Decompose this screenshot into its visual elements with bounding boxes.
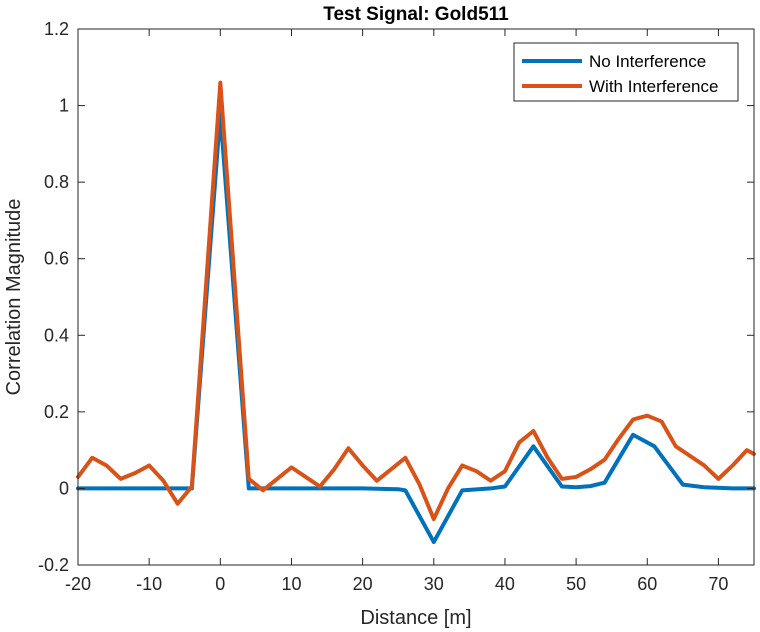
- ticks-layer: -20 -10 0 10 20 30 40 50 60 70 -0.2 0 0.2 0.4 0.6 0.8 1 1…: [38, 19, 754, 594]
- x-tick-label: 50: [566, 574, 586, 594]
- legend-label-no-interference: No Interference: [589, 52, 706, 71]
- x-tick-label: -20: [65, 574, 91, 594]
- x-tick-label: 0: [215, 574, 225, 594]
- x-tick-label: 30: [424, 574, 444, 594]
- x-tick-label: 60: [637, 574, 657, 594]
- y-tick-label: 0.2: [44, 402, 69, 422]
- plot-area: [78, 29, 754, 565]
- y-tick-label: 0.6: [44, 249, 69, 269]
- legend: No Interference With Interference: [513, 42, 739, 102]
- y-tick-label: 0.4: [44, 325, 69, 345]
- chart-title: Test Signal: Gold511: [323, 4, 509, 25]
- y-tick-label: 0: [59, 478, 69, 498]
- legend-box: [513, 42, 739, 102]
- x-tick-label: -10: [136, 574, 162, 594]
- series-layer: [76, 80, 756, 545]
- x-tick-label: 10: [281, 574, 301, 594]
- series-line-no-interference: [76, 111, 756, 545]
- y-tick-label: 1: [59, 96, 69, 116]
- y-axis-title: Correlation Magnitude: [3, 199, 25, 396]
- y-tick-label: -0.2: [38, 555, 69, 575]
- legend-label-with-interference: With Interference: [589, 77, 718, 96]
- x-axis-title: Distance [m]: [360, 607, 471, 629]
- x-tick-label: 40: [495, 574, 515, 594]
- x-tick-label: 70: [708, 574, 728, 594]
- y-tick-label: 0.8: [44, 172, 69, 192]
- y-tick-label: 1.2: [44, 19, 69, 39]
- series-line-with-interference: [76, 80, 756, 522]
- plot-frame: [77, 28, 755, 566]
- x-tick-label: 20: [353, 574, 373, 594]
